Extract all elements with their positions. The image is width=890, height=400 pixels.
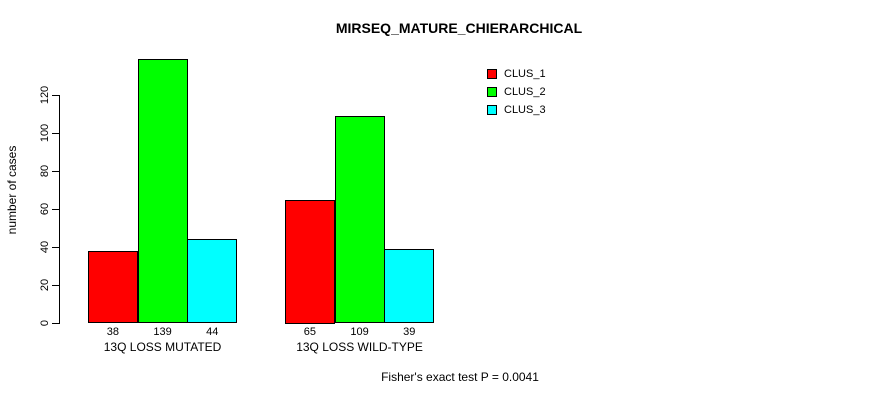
bar-value-label: 139 [153, 326, 172, 338]
y-tick-label: 20 [39, 278, 51, 292]
y-tick-mark [52, 133, 60, 134]
bar-clus_2-group1 [138, 59, 188, 323]
y-tick-label: 100 [39, 123, 51, 143]
fisher-test-annotation: Fisher's exact test P = 0.0041 [381, 370, 539, 384]
bar-value-label: 39 [403, 326, 416, 338]
y-tick-mark [52, 95, 60, 96]
bar-clus_1-group1 [88, 251, 138, 323]
y-tick-mark [52, 247, 60, 248]
bar-clus_3-group1 [187, 239, 237, 323]
bar-value-label: 44 [206, 326, 219, 338]
chart-title: MIRSEQ_MATURE_CHIERARCHICAL [335, 20, 583, 36]
y-tick-label: 80 [39, 164, 51, 178]
legend-row-clus_1: CLUS_1 [487, 65, 546, 83]
y-tick-label: 40 [39, 240, 51, 254]
y-axis-label: number of cases [5, 145, 19, 235]
legend-label: CLUS_1 [504, 68, 546, 80]
bar-clus_1-group2 [285, 200, 335, 324]
legend-label: CLUS_2 [504, 86, 546, 98]
y-tick-mark [52, 209, 60, 210]
bar-clus_3-group2 [384, 249, 434, 323]
y-tick-label: 60 [39, 202, 51, 216]
legend: CLUS_1 CLUS_2 CLUS_3 [487, 65, 546, 119]
legend-row-clus_3: CLUS_3 [487, 101, 546, 119]
y-tick-label: 120 [39, 85, 51, 105]
legend-row-clus_2: CLUS_2 [487, 83, 546, 101]
bar-clus_2-group2 [335, 116, 385, 323]
y-tick-mark [52, 323, 60, 324]
bar-value-label: 109 [350, 326, 369, 338]
y-tick-label: 0 [39, 319, 51, 327]
legend-swatch-icon [487, 87, 497, 97]
y-tick-mark [52, 171, 60, 172]
category-label: 13Q LOSS WILD-TYPE [296, 340, 423, 354]
legend-label: CLUS_3 [504, 104, 546, 116]
bar-value-label: 65 [303, 326, 316, 338]
legend-swatch-icon [487, 69, 497, 79]
legend-swatch-icon [487, 105, 497, 115]
y-tick-mark [52, 285, 60, 286]
category-label: 13Q LOSS MUTATED [103, 340, 222, 354]
bar-value-label: 38 [106, 326, 119, 338]
